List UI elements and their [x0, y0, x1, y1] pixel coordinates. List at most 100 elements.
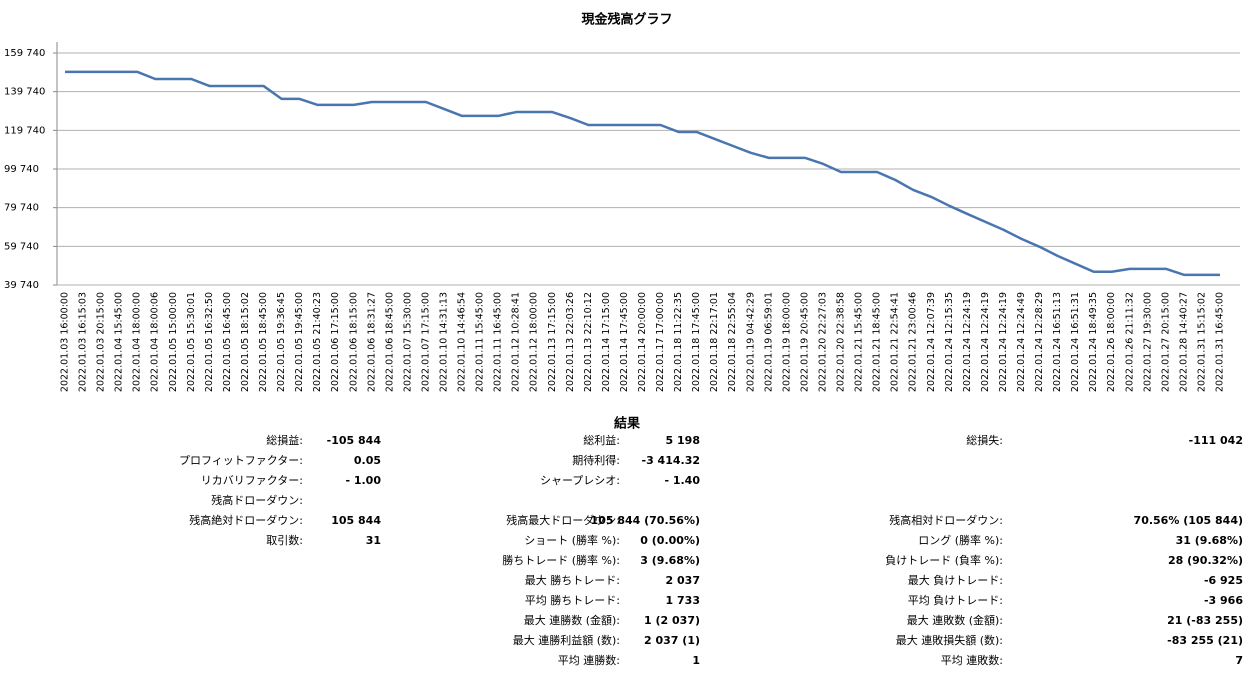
- result-value: -111 042: [1189, 434, 1243, 447]
- x-tick-label: 2022.01.03 16:15:03: [78, 292, 89, 392]
- result-label: 取引数:: [266, 533, 303, 547]
- x-tick-label: 2022.01.11 16:45:00: [493, 292, 504, 392]
- result-value: 0 (0.00%): [640, 534, 700, 547]
- result-label: 平均 負けトレード:: [908, 594, 1003, 607]
- x-tick-label: 2022.01.13 17:15:00: [547, 292, 558, 392]
- result-label: 総損失:: [966, 433, 1003, 447]
- x-tick-label: 2022.01.04 18:00:06: [150, 292, 161, 392]
- result-value: -105 844: [327, 434, 382, 447]
- result-value: 1 733: [666, 594, 700, 607]
- result-value: 3 (9.68%): [640, 554, 700, 567]
- result-label: 勝ちトレード (勝率 %):: [502, 553, 620, 567]
- x-tick-label: 2022.01.21 18:45:00: [872, 292, 883, 392]
- x-tick-label: 2022.01.21 23:00:46: [908, 292, 919, 392]
- x-tick-label: 2022.01.27 20:15:00: [1160, 292, 1171, 392]
- result-label: 残高相対ドローダウン:: [889, 513, 1003, 527]
- x-tick-label: 2022.01.03 20:15:00: [96, 292, 107, 392]
- result-value: 7: [1235, 654, 1243, 667]
- x-tick-label: 2022.01.05 15:00:00: [168, 292, 179, 392]
- x-tick-label: 2022.01.26 21:11:32: [1124, 292, 1135, 392]
- x-tick-label: 2022.01.03 16:00:00: [60, 292, 71, 392]
- chart-title: 現金残高グラフ: [581, 12, 672, 28]
- x-tick-label: 2022.01.24 12:24:19: [980, 292, 991, 392]
- result-value: -6 925: [1204, 574, 1243, 587]
- y-tick-label: 119 740: [4, 125, 45, 136]
- result-value: -3 966: [1204, 594, 1243, 607]
- result-value: 2 037 (1): [644, 634, 700, 647]
- x-tick-label: 2022.01.05 16:45:00: [222, 292, 233, 392]
- x-tick-label: 2022.01.18 11:22:35: [673, 292, 684, 392]
- x-tick-label: 2022.01.06 18:45:00: [384, 292, 395, 392]
- x-tick-label: 2022.01.21 22:54:41: [890, 292, 901, 392]
- result-label: 残高ドローダウン:: [211, 493, 303, 507]
- x-tick-label: 2022.01.24 16:51:13: [1052, 292, 1063, 392]
- x-tick-label: 2022.01.05 18:45:00: [258, 292, 269, 392]
- result-label: 平均 連勝数:: [558, 653, 620, 667]
- x-tick-label: 2022.01.24 12:24:19: [962, 292, 973, 392]
- result-label: 最大 連敗数 (金額):: [907, 613, 1003, 627]
- x-tick-label: 2022.01.06 17:15:00: [330, 292, 341, 392]
- result-value: 105 844 (70.56%): [591, 514, 700, 527]
- x-tick-label: 2022.01.19 20:45:00: [799, 292, 810, 392]
- result-value: 1 (2 037): [644, 614, 700, 627]
- result-value: 105 844: [331, 514, 381, 527]
- x-tick-label: 2022.01.10 14:31:13: [438, 292, 449, 392]
- result-value: -83 255 (21): [1167, 634, 1243, 647]
- result-label: 残高絶対ドローダウン:: [189, 513, 303, 527]
- result-label: プロフィットファクター:: [179, 454, 303, 467]
- result-label: 最大 連勝数 (金額):: [524, 613, 620, 627]
- x-tick-label: 2022.01.19 18:00:00: [781, 292, 792, 392]
- result-value: 1: [692, 654, 700, 667]
- x-tick-label: 2022.01.20 22:27:03: [817, 292, 828, 392]
- x-tick-label: 2022.01.24 12:24:49: [1016, 292, 1027, 392]
- y-tick-label: 159 740: [4, 48, 45, 59]
- x-tick-label: 2022.01.13 22:10:12: [583, 292, 594, 392]
- x-tick-label: 2022.01.12 10:28:41: [511, 292, 522, 392]
- result-label: 平均 連敗数:: [941, 653, 1003, 667]
- x-tick-label: 2022.01.24 12:15:35: [944, 292, 955, 392]
- x-tick-label: 2022.01.05 21:40:23: [312, 292, 323, 392]
- x-tick-label: 2022.01.24 16:51:31: [1070, 292, 1081, 392]
- x-tick-label: 2022.01.31 15:15:02: [1196, 292, 1207, 392]
- result-value: 28 (90.32%): [1168, 554, 1243, 567]
- result-label: 期待利得:: [572, 453, 620, 467]
- result-value: 21 (-83 255): [1167, 614, 1243, 627]
- x-tick-label: 2022.01.18 17:45:00: [691, 292, 702, 392]
- x-tick-label: 2022.01.12 18:00:00: [529, 292, 540, 392]
- x-tick-label: 2022.01.05 19:45:00: [294, 292, 305, 392]
- result-label: リカバリファクター:: [201, 474, 303, 487]
- x-tick-label: 2022.01.19 06:59:01: [763, 292, 774, 392]
- x-tick-label: 2022.01.24 12:28:29: [1034, 292, 1045, 392]
- result-value: 31: [366, 534, 381, 547]
- x-tick-label: 2022.01.05 16:32:50: [204, 292, 215, 392]
- y-tick-label: 79 740: [4, 203, 39, 214]
- result-value: 70.56% (105 844): [1134, 514, 1243, 527]
- result-label: 総利益:: [583, 433, 620, 447]
- x-tick-label: 2022.01.11 15:45:00: [475, 292, 486, 392]
- y-tick-label: 39 740: [4, 280, 39, 291]
- x-tick-label: 2022.01.06 18:31:27: [366, 292, 377, 392]
- x-tick-label: 2022.01.31 16:45:00: [1215, 292, 1226, 392]
- result-label: 総損益:: [266, 433, 303, 447]
- result-value: - 1.00: [345, 474, 381, 487]
- x-tick-label: 2022.01.24 18:49:35: [1088, 292, 1099, 392]
- result-value: 0.05: [354, 454, 381, 467]
- result-label: ロング (勝率 %):: [918, 533, 1003, 547]
- x-tick-label: 2022.01.06 18:15:00: [348, 292, 359, 392]
- x-tick-label: 2022.01.19 04:42:29: [745, 292, 756, 392]
- result-label: シャープレシオ:: [540, 474, 620, 487]
- result-label: 最大 勝ちトレード:: [525, 573, 620, 587]
- balance-line: [65, 70, 1220, 277]
- x-tick-label: 2022.01.21 15:45:00: [854, 292, 865, 392]
- result-value: 5 198: [666, 434, 700, 447]
- x-tick-label: 2022.01.24 12:24:19: [998, 292, 1009, 392]
- x-tick-label: 2022.01.18 22:17:01: [709, 292, 720, 392]
- x-tick-label: 2022.01.04 18:00:00: [132, 292, 143, 392]
- y-tick-label: 59 740: [4, 241, 39, 252]
- x-tick-label: 2022.01.24 12:07:39: [926, 292, 937, 392]
- result-value: -3 414.32: [642, 454, 701, 467]
- x-tick-label: 2022.01.05 15:30:01: [186, 292, 197, 392]
- x-tick-label: 2022.01.27 19:30:00: [1142, 292, 1153, 392]
- result-label: 最大 連敗損失額 (数):: [896, 633, 1003, 647]
